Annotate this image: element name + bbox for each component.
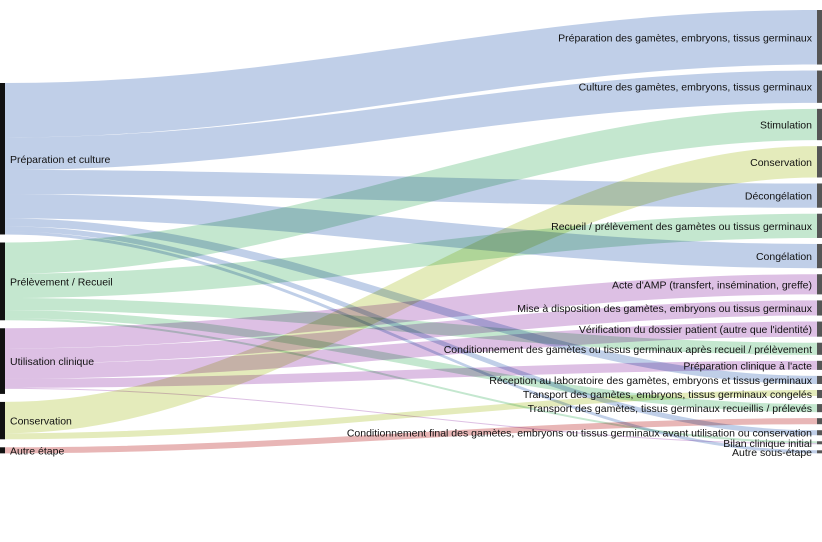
- target-label-9-verification-du-dossier-patient-autre-qu: Vérification du dossier patient (autre q…: [579, 324, 812, 336]
- target-label-5-recueil-prelevement-des-gametes-ou-tissu: Recueil / prélèvement des gamètes ou tis…: [551, 221, 813, 233]
- target-label-16-conditionnement-final-des-gametes-embryo: Conditionnement final des gamètes, embry…: [347, 428, 812, 440]
- target-label-17-bilan-clinique-initial: Bilan clinique initial: [723, 438, 812, 450]
- link-utilisation-clinique-to-verification-du-dossier-patient-autre-qu: [5, 321, 817, 379]
- target-label-8-mise-a-disposition-des-gametes-embryons-: Mise à disposition des gamètes, embryons…: [517, 303, 812, 315]
- links-layer: [5, 10, 817, 454]
- target-node-8-mise-a-disposition-des-gametes-embryons-: [817, 300, 822, 316]
- target-label-12-reception-au-laboratoire-des-gametes-emb: Réception au laboratoire des gamètes, em…: [489, 375, 813, 387]
- source-node-utilisation-clinique: [0, 328, 5, 394]
- target-node-13-transport-des-gametes-embryons-tissus-ge: [817, 389, 822, 399]
- link-utilisation-clinique-to-acte-d-amp-transfert-insemination-greffe: [5, 274, 817, 349]
- target-node-12-reception-au-laboratoire-des-gametes-emb: [817, 375, 822, 384]
- target-node-7-acte-d-amp-transfert-insemination-greffe: [817, 274, 822, 295]
- source-label-autre-etape: Autre étape: [10, 445, 64, 457]
- target-label-11-preparation-clinique-a-l-acte: Préparation clinique à l'acte: [683, 360, 812, 372]
- link-preparation-et-culture-to-culture-des-gametes-embryons-tissus-germ: [5, 70, 817, 170]
- target-node-3-conservation: [817, 146, 822, 178]
- target-node-14-transport-des-gametes-tissus-germinaux-r: [817, 404, 822, 413]
- link-prelevement-recueil-to-bilan-clinique-initial: [5, 318, 817, 444]
- source-label-conservation: Conservation: [10, 416, 72, 428]
- link-preparation-et-culture-to-preparation-des-gametes-embryons-tissus-: [5, 10, 817, 138]
- target-node-15-unlabeled: [817, 418, 822, 425]
- target-label-10-conditionnement-des-gametes-ou-tissus-ge: Conditionnement des gamètes ou tissus ge…: [444, 344, 812, 356]
- target-label-13-transport-des-gametes-embryons-tissus-ge: Transport des gamètes, embryons, tissus …: [523, 389, 812, 401]
- source-node-autre-etape: [0, 447, 5, 454]
- source-label-prelevement-recueil: Prélèvement / Recueil: [10, 276, 113, 288]
- target-node-9-verification-du-dossier-patient-autre-qu: [817, 321, 822, 337]
- link-prelevement-recueil-to-transport-des-gametes-tissus-germinaux-r: [5, 310, 817, 413]
- target-label-0-preparation-des-gametes-embryons-tissus-: Préparation des gamètes, embryons, tissu…: [558, 32, 813, 44]
- nodes-layer: [0, 10, 822, 454]
- link-conservation-to-conservation: [5, 146, 817, 434]
- target-label-7-acte-d-amp-transfert-insemination-greffe: Acte d'AMP (transfert, insémination, gre…: [612, 279, 812, 291]
- target-label-18-autre-sous-etape: Autre sous-étape: [732, 447, 812, 459]
- link-utilisation-clinique-to-mise-a-disposition-des-gametes-embryons-: [5, 300, 817, 364]
- target-node-11-preparation-clinique-a-l-acte: [817, 360, 822, 370]
- target-node-2-stimulation: [817, 108, 822, 141]
- target-node-17-bilan-clinique-initial: [817, 441, 822, 445]
- target-node-0-preparation-des-gametes-embryons-tissus-: [817, 10, 822, 65]
- target-node-1-culture-des-gametes-embryons-tissus-germ: [817, 70, 822, 103]
- source-label-utilisation-clinique: Utilisation clinique: [10, 356, 94, 368]
- target-label-14-transport-des-gametes-tissus-germinaux-r: Transport des gamètes, tissus germinaux …: [528, 403, 812, 415]
- target-node-10-conditionnement-des-gametes-ou-tissus-ge: [817, 342, 822, 355]
- link-preparation-et-culture-to-autre-sous-etape: [5, 231, 817, 454]
- target-label-3-conservation: Conservation: [750, 157, 812, 169]
- link-prelevement-recueil-to-recueil-prelevement-des-gametes-ou-tissu: [5, 213, 817, 299]
- target-label-6-congelation: Congélation: [756, 251, 812, 263]
- labels-layer: Préparation et culture Prélèvement / Recu…: [10, 32, 813, 459]
- link-conservation-to-transport-des-gametes-embryons-tissus-ge: [5, 389, 817, 440]
- target-node-4-decongelation: [817, 183, 822, 208]
- target-node-18-autre-sous-etape: [817, 450, 822, 454]
- link-prelevement-recueil-to-stimulation: [5, 108, 817, 274]
- target-label-2-stimulation: Stimulation: [760, 120, 812, 132]
- source-node-prelevement-recueil: [0, 242, 5, 321]
- target-label-4-decongelation: Décongélation: [745, 191, 812, 203]
- source-label-preparation-et-culture: Préparation et culture: [10, 154, 111, 166]
- source-node-conservation: [0, 401, 5, 440]
- target-node-6-congelation: [817, 243, 822, 269]
- target-node-16-conditionnement-final-des-gametes-embryo: [817, 430, 822, 436]
- target-node-5-recueil-prelevement-des-gametes-ou-tissu: [817, 213, 822, 238]
- source-node-preparation-et-culture: [0, 83, 5, 235]
- link-preparation-et-culture-to-congelation: [5, 194, 817, 269]
- target-label-1-culture-des-gametes-embryons-tissus-germ: Culture des gamètes, embryons, tissus ge…: [579, 82, 813, 94]
- link-autre-etape-to-unlabeled: [5, 418, 817, 454]
